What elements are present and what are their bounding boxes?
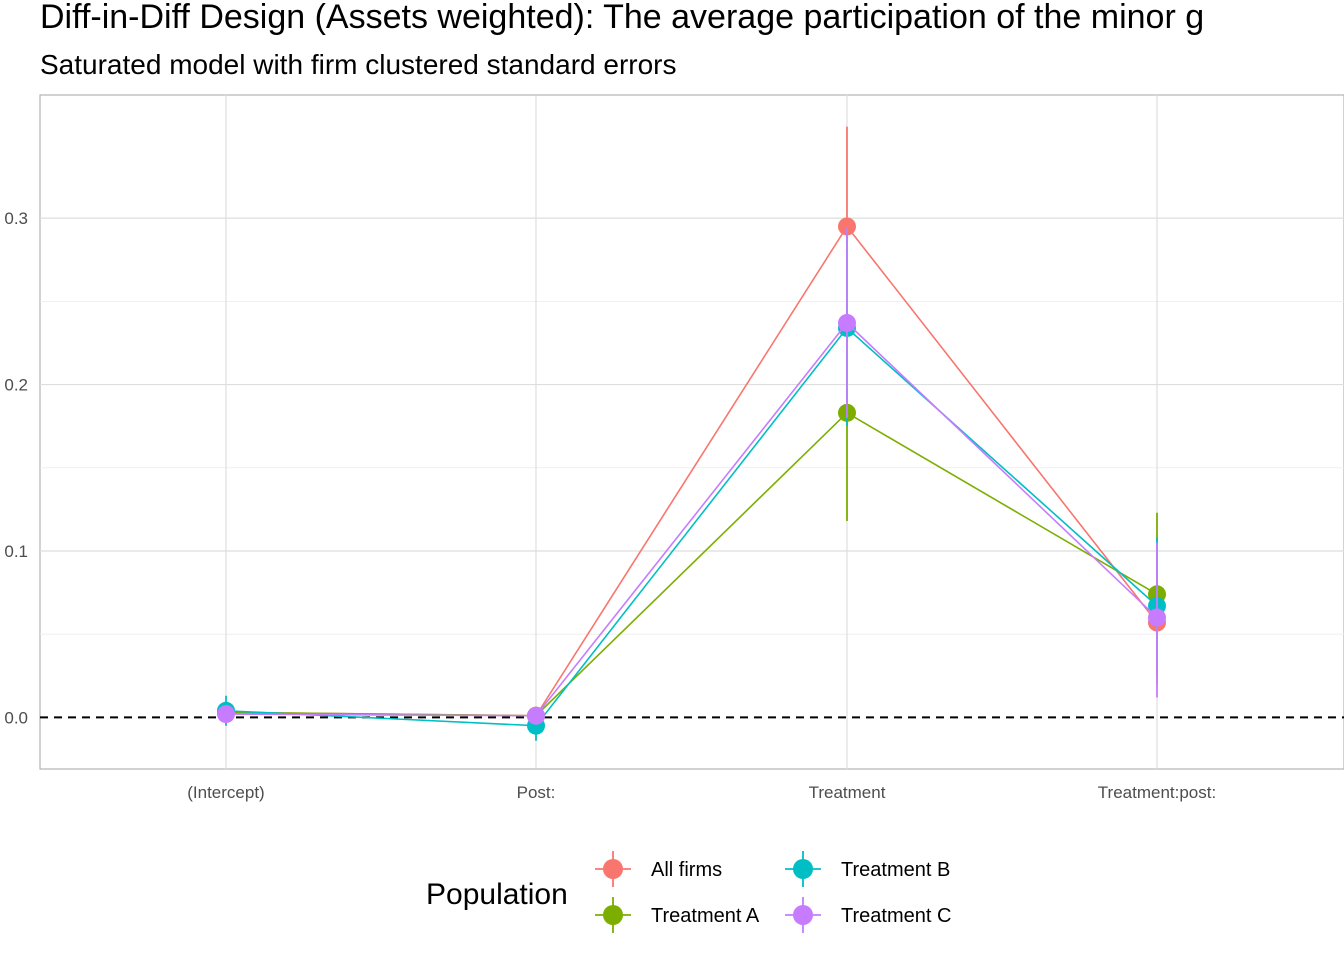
series-line xyxy=(225,411,1158,717)
data-point xyxy=(1148,608,1166,627)
legend-title: Population xyxy=(426,878,568,911)
legend-item: Treatment C xyxy=(785,897,951,933)
plot-panel xyxy=(39,94,1344,770)
x-tick-label: Treatment xyxy=(809,783,886,802)
x-tick-label: Post: xyxy=(517,783,556,802)
data-point xyxy=(217,705,235,724)
series-group xyxy=(217,126,1166,741)
x-tick-label: (Intercept) xyxy=(187,783,264,802)
legend-label: Treatment B xyxy=(841,859,950,881)
y-tick-label: 0.1 xyxy=(4,542,28,561)
data-point xyxy=(838,217,856,236)
legend-label: Treatment A xyxy=(651,905,760,927)
y-axis: 0.0 0.1 0.2 0.3 xyxy=(4,209,28,727)
data-point xyxy=(838,313,856,332)
x-tick-label: Treatment:post: xyxy=(1098,783,1216,802)
x-axis: (Intercept) Post: Treatment Treatment:post: xyxy=(187,783,1216,802)
legend-item: Treatment B xyxy=(785,851,950,887)
legend-label: Treatment C xyxy=(841,905,951,927)
legend-item: All firms xyxy=(595,851,722,887)
legend-item: Treatment A xyxy=(595,897,760,933)
legend: Population All firms Treatment A Treatment… xyxy=(426,851,951,933)
legend-key-point xyxy=(793,859,813,879)
data-point xyxy=(527,706,545,725)
y-tick-label: 0.3 xyxy=(4,209,28,228)
legend-key-point xyxy=(603,905,623,925)
chart-subtitle: Saturated model with firm clustered stan… xyxy=(40,49,677,80)
series-line xyxy=(225,321,1158,717)
legend-label: All firms xyxy=(651,859,722,881)
chart-title: Diff-in-Diff Design (Assets weighted): T… xyxy=(40,0,1204,36)
y-tick-label: 0.2 xyxy=(4,376,28,395)
y-tick-label: 0.0 xyxy=(4,708,28,727)
legend-key-point xyxy=(603,859,623,879)
series-treatment-c xyxy=(217,228,1166,725)
series-line xyxy=(225,326,1158,727)
legend-key-point xyxy=(793,905,813,925)
